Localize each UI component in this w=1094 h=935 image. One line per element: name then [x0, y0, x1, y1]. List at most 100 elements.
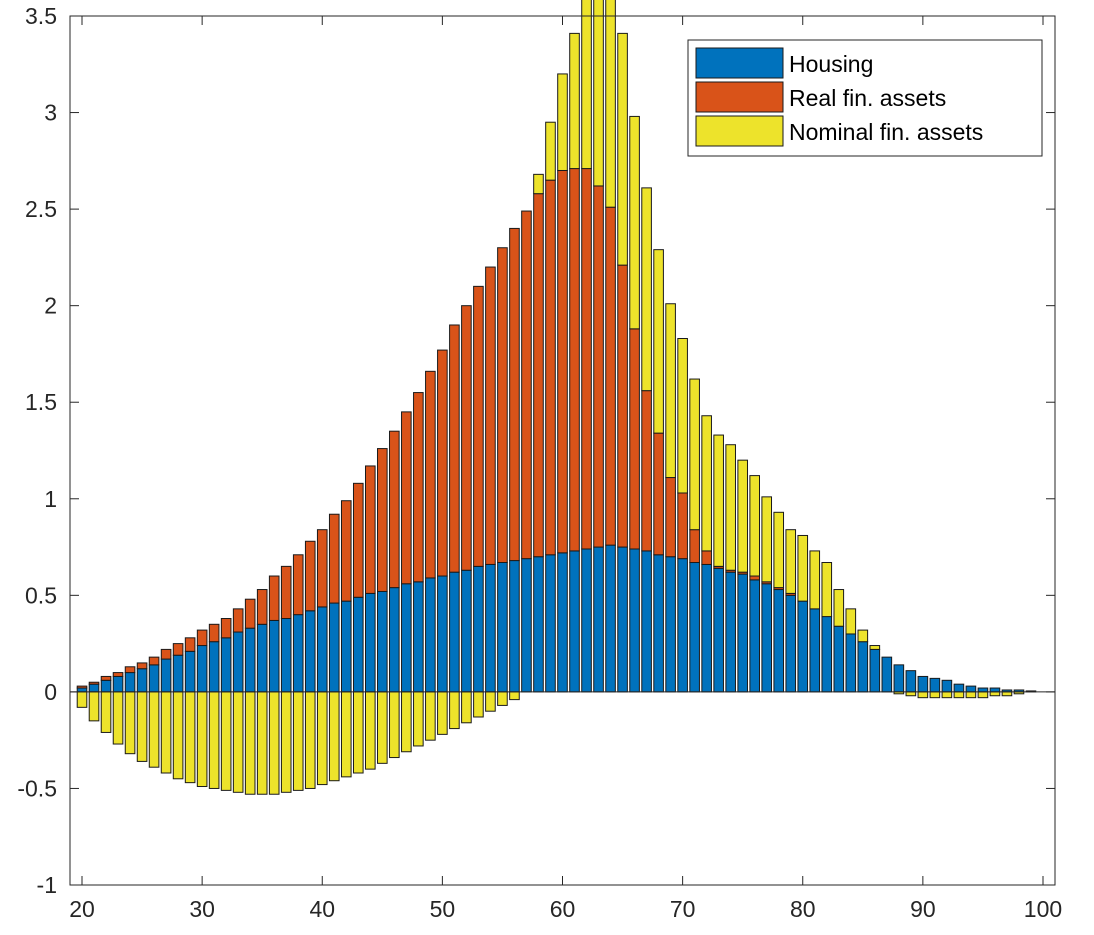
bar-housing-27 — [160, 658, 172, 693]
bar-nominal-fin-assets-82 — [821, 562, 833, 618]
bar-housing-78 — [773, 589, 785, 693]
bar-real-fin-assets-59 — [545, 179, 556, 556]
bar-housing-35 — [256, 623, 268, 693]
bar-real-fin-assets-48 — [413, 392, 424, 583]
bar-nominal-fin-assets-96 — [989, 691, 1001, 697]
bar-nominal-fin-assets-84 — [845, 608, 857, 635]
bar-housing-41 — [328, 602, 340, 693]
bar-real-fin-assets-38 — [292, 554, 304, 616]
bar-real-fin-assets-58 — [533, 193, 544, 558]
bar-nominal-fin-assets-44 — [365, 691, 376, 770]
bar-nominal-fin-assets-91 — [929, 691, 941, 699]
bar-housing-82 — [821, 616, 833, 693]
bar-real-fin-assets-32 — [220, 618, 232, 639]
bar-real-fin-assets-43 — [352, 482, 364, 598]
bar-nominal-fin-assets-76 — [749, 475, 761, 577]
bar-nominal-fin-assets-51 — [449, 691, 460, 730]
bar-real-fin-assets-70 — [677, 492, 688, 560]
x-tick-label: 90 — [910, 896, 936, 922]
axis-ticks: 20 30 40 50 60 70 80 90 100 -1 -0.5 0 0.5 1 1.5 2 2.5 3 3.… — [17, 3, 1062, 922]
bar-nominal-fin-assets-48 — [413, 691, 424, 747]
y-tick-label: 0 — [44, 679, 57, 705]
bar-housing-96 — [989, 687, 1001, 693]
bar-nominal-fin-assets-23 — [112, 691, 124, 745]
bar-real-fin-assets-20 — [76, 685, 88, 689]
bar-housing-20 — [76, 687, 88, 693]
bar-housing-50 — [437, 575, 448, 693]
bar-housing-93 — [953, 683, 965, 693]
bar-housing-72 — [701, 563, 712, 693]
bar-nominal-fin-assets-70 — [677, 338, 688, 494]
x-tick-label: 60 — [550, 896, 576, 922]
bar-housing-21 — [88, 683, 100, 693]
bar-nominal-fin-assets-43 — [352, 691, 364, 774]
bar-housing-38 — [292, 614, 304, 693]
bar-housing-88 — [893, 664, 905, 693]
bar-nominal-fin-assets-72 — [701, 415, 712, 552]
y-tick-label: 3 — [44, 100, 57, 126]
bar-real-fin-assets-67 — [641, 390, 652, 552]
bar-nominal-fin-assets-67 — [641, 187, 652, 392]
bar-nominal-fin-assets-59 — [545, 121, 556, 181]
bar-real-fin-assets-22 — [100, 675, 112, 681]
bar-nominal-fin-assets-52 — [461, 691, 472, 724]
bar-real-fin-assets-31 — [208, 623, 220, 643]
bar-housing-70 — [677, 558, 688, 693]
x-tick-label: 80 — [790, 896, 816, 922]
bar-real-fin-assets-72 — [701, 550, 712, 565]
bar-housing-25 — [136, 668, 148, 693]
bar-housing-56 — [509, 560, 520, 693]
bar-housing-84 — [845, 633, 857, 693]
bar-real-fin-assets-61 — [569, 168, 580, 552]
bar-housing-52 — [461, 569, 472, 693]
bar-nominal-fin-assets-77 — [761, 496, 773, 583]
bar-housing-51 — [449, 571, 460, 693]
bar-housing-22 — [100, 679, 112, 693]
bar-housing-87 — [881, 656, 893, 693]
bar-nominal-fin-assets-29 — [184, 691, 196, 784]
bar-real-fin-assets-57 — [521, 210, 532, 560]
bar-real-fin-assets-27 — [160, 648, 172, 660]
bar-nominal-fin-assets-53 — [473, 691, 484, 718]
bar-real-fin-assets-65 — [617, 264, 628, 548]
bar-real-fin-assets-50 — [437, 349, 448, 577]
bar-nominal-fin-assets-69 — [665, 303, 676, 479]
bar-nominal-fin-assets-36 — [268, 691, 280, 795]
bar-nominal-fin-assets-90 — [917, 691, 929, 699]
bar-nominal-fin-assets-63 — [593, 0, 604, 187]
bar-nominal-fin-assets-81 — [809, 550, 821, 610]
bar-housing-75 — [737, 573, 748, 693]
bar-real-fin-assets-52 — [461, 305, 472, 571]
legend-swatch-nominal-fin-assets — [695, 115, 784, 147]
y-tick-label: 0.5 — [25, 582, 57, 608]
bar-nominal-fin-assets-64 — [605, 0, 616, 208]
bar-housing-24 — [124, 672, 136, 693]
bar-housing-86 — [869, 648, 881, 693]
bar-real-fin-assets-64 — [605, 206, 616, 546]
bar-housing-49 — [425, 577, 436, 693]
bar-housing-57 — [521, 558, 532, 693]
bar-nominal-fin-assets-86 — [869, 645, 881, 650]
bar-real-fin-assets-45 — [377, 448, 388, 592]
bar-nominal-fin-assets-68 — [653, 249, 664, 434]
bar-nominal-fin-assets-31 — [208, 691, 220, 789]
bar-real-fin-assets-47 — [401, 411, 412, 585]
bar-nominal-fin-assets-55 — [497, 691, 508, 706]
bar-real-fin-assets-63 — [593, 185, 604, 548]
bar-nominal-fin-assets-33 — [232, 691, 244, 793]
plot-frame — [69, 15, 1056, 886]
bar-real-fin-assets-37 — [280, 565, 292, 620]
x-tick-label: 20 — [69, 896, 95, 922]
bar-real-fin-assets-39 — [304, 540, 316, 612]
bar-housing-54 — [485, 563, 496, 693]
bar-real-fin-assets-21 — [88, 681, 100, 685]
bar-real-fin-assets-66 — [629, 328, 640, 550]
bar-nominal-fin-assets-26 — [148, 691, 160, 768]
bar-real-fin-assets-60 — [557, 169, 568, 554]
bar-housing-68 — [653, 554, 664, 693]
bar-real-fin-assets-35 — [256, 589, 268, 625]
bar-housing-55 — [497, 562, 508, 693]
bar-housing-43 — [352, 596, 364, 693]
bar-real-fin-assets-56 — [509, 227, 520, 562]
